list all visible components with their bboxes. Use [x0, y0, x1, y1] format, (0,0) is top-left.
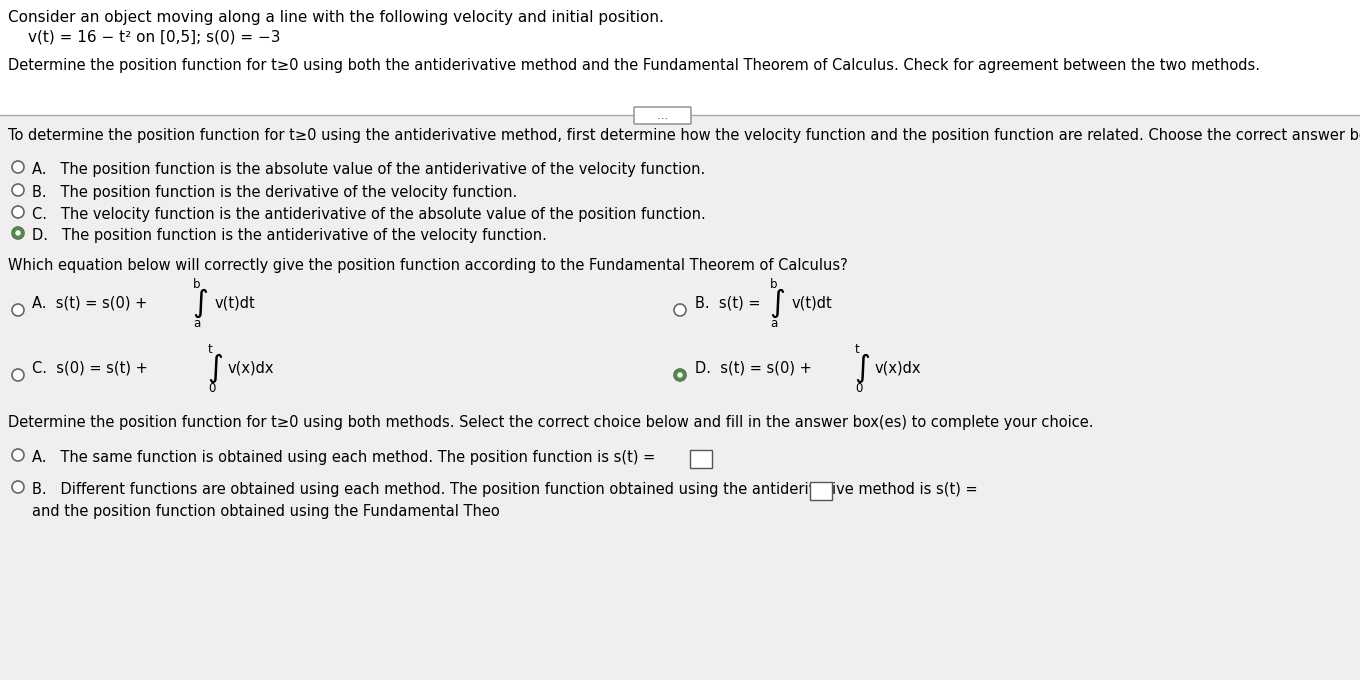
Text: Consider an object moving along a line with the following velocity and initial p: Consider an object moving along a line w… — [8, 10, 664, 25]
Circle shape — [12, 184, 24, 196]
Circle shape — [675, 370, 685, 380]
Circle shape — [675, 304, 685, 316]
Bar — [0, 0, 1360, 115]
Text: Which equation below will correctly give the position function according to the : Which equation below will correctly give… — [8, 258, 847, 273]
Text: v(t)dt: v(t)dt — [215, 296, 256, 311]
Text: ∫: ∫ — [854, 354, 870, 383]
Text: and the position function obtained using the Fundamental Theo: and the position function obtained using… — [33, 504, 499, 519]
Text: 0: 0 — [208, 382, 215, 395]
Text: b: b — [193, 278, 200, 291]
Bar — [690, 450, 713, 468]
Circle shape — [12, 369, 24, 381]
Circle shape — [679, 373, 681, 377]
Text: a: a — [193, 317, 200, 330]
Text: t: t — [855, 343, 860, 356]
Text: a: a — [770, 317, 778, 330]
Circle shape — [12, 481, 24, 493]
Text: b: b — [770, 278, 778, 291]
Circle shape — [12, 161, 24, 173]
Text: ∫: ∫ — [207, 354, 223, 383]
Text: ∫: ∫ — [192, 288, 208, 318]
FancyBboxPatch shape — [634, 107, 691, 124]
Circle shape — [16, 231, 20, 235]
Circle shape — [12, 304, 24, 316]
Text: ∫: ∫ — [768, 288, 785, 318]
Text: C.   The velocity function is the antiderivative of the absolute value of the po: C. The velocity function is the antideri… — [33, 207, 706, 222]
Text: A.  s(t) = s(0) +: A. s(t) = s(0) + — [33, 296, 147, 311]
Text: D.  s(t) = s(0) +: D. s(t) = s(0) + — [695, 360, 812, 375]
Text: t: t — [208, 343, 212, 356]
Text: D.   The position function is the antiderivative of the velocity function.: D. The position function is the antideri… — [33, 228, 547, 243]
Text: v(x)dx: v(x)dx — [874, 360, 922, 375]
Text: B.   Different functions are obtained using each method. The position function o: B. Different functions are obtained usin… — [33, 482, 978, 497]
Text: …: … — [657, 111, 668, 121]
Text: B.   The position function is the derivative of the velocity function.: B. The position function is the derivati… — [33, 185, 517, 200]
Text: Determine the position function for t≥0 using both the antiderivative method and: Determine the position function for t≥0 … — [8, 58, 1259, 73]
Text: B.  s(t) =: B. s(t) = — [695, 296, 760, 311]
Text: C.  s(0) = s(t) +: C. s(0) = s(t) + — [33, 360, 148, 375]
Text: To determine the position function for t≥0 using the antiderivative method, firs: To determine the position function for t… — [8, 128, 1360, 143]
Text: Determine the position function for t≥0 using both methods. Select the correct c: Determine the position function for t≥0 … — [8, 415, 1093, 430]
Bar — [811, 482, 832, 500]
Circle shape — [14, 228, 23, 238]
Circle shape — [12, 227, 24, 239]
Circle shape — [12, 449, 24, 461]
Circle shape — [12, 206, 24, 218]
Text: A.   The position function is the absolute value of the antiderivative of the ve: A. The position function is the absolute… — [33, 162, 706, 177]
Text: v(x)dx: v(x)dx — [228, 360, 275, 375]
Text: 0: 0 — [855, 382, 862, 395]
Text: .: . — [691, 451, 695, 464]
Circle shape — [675, 369, 685, 381]
Text: A.   The same function is obtained using each method. The position function is s: A. The same function is obtained using e… — [33, 450, 656, 465]
Text: v(t)dt: v(t)dt — [792, 296, 832, 311]
Text: v(t) = 16 − t² on [0,5]; s(0) = −3: v(t) = 16 − t² on [0,5]; s(0) = −3 — [29, 30, 280, 45]
